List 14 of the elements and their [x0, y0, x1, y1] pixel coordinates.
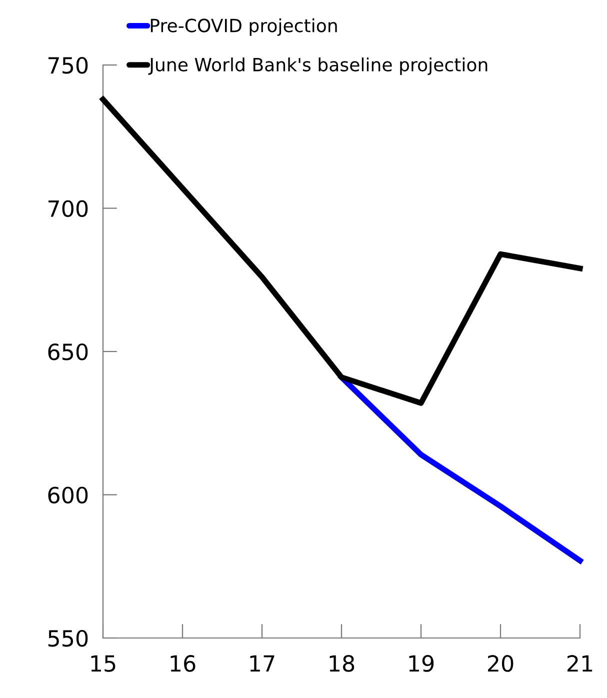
x-tick-label: 16 [170, 655, 196, 672]
y-tick-label: 700 [48, 200, 88, 218]
x-tick-label: 18 [330, 655, 354, 672]
y-tick-label: 650 [48, 343, 88, 360]
y-tick-label: 600 [48, 486, 88, 504]
x-tick-label: 21 [567, 655, 592, 672]
legend-label: Pre-COVID projection [150, 18, 337, 36]
x-tick-label: 15 [91, 655, 116, 672]
y-tick-label: 550 [48, 630, 88, 647]
y-tick-label: 750 [48, 56, 88, 74]
x-tick-label: 17 [250, 655, 274, 672]
x-tick-label: 20 [488, 655, 514, 672]
x-tick-label: 19 [409, 655, 434, 672]
legend-label: June World Bank's baseline projection [148, 57, 488, 75]
